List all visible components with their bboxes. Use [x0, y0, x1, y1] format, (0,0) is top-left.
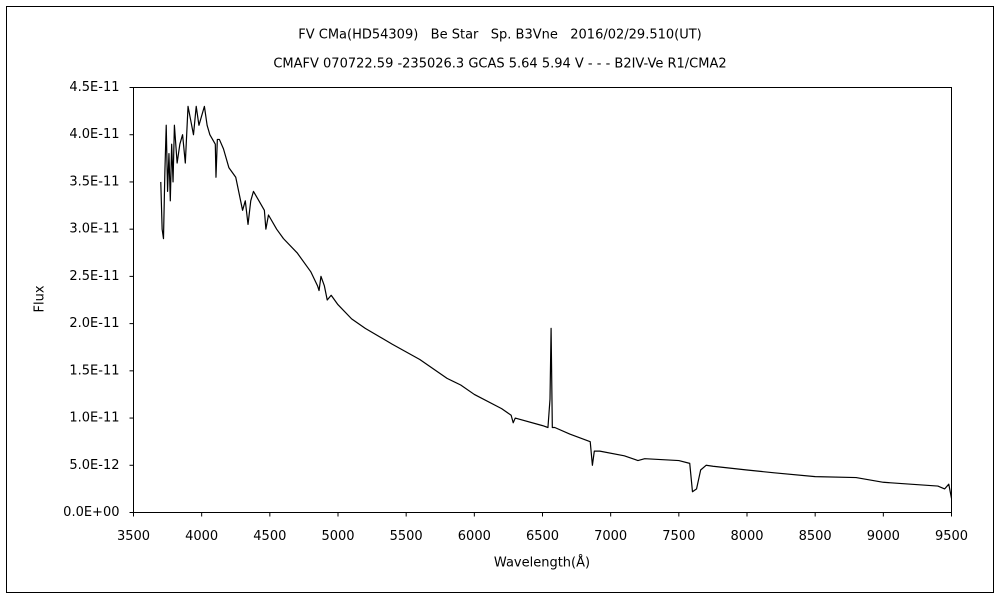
- x-tick-label: 9000: [867, 529, 900, 544]
- x-tick-label: 3500: [117, 529, 150, 544]
- y-tick-label: 0.0E+00: [63, 505, 119, 520]
- x-tick-label: 8500: [799, 529, 832, 544]
- x-tick-label: 5000: [321, 529, 354, 544]
- y-axis-label: Flux: [33, 285, 48, 312]
- y-tick-label: 1.5E-11: [69, 363, 119, 378]
- frame: [6, 6, 994, 593]
- y-tick-label: 4.0E-11: [69, 127, 119, 142]
- x-tick-label: 4000: [185, 529, 218, 544]
- y-tick-label: 5.0E-12: [69, 458, 119, 473]
- y-tick-label: 2.5E-11: [69, 269, 119, 284]
- x-tick-label: 4500: [253, 529, 286, 544]
- x-axis-label: Wavelength(Å): [494, 555, 590, 571]
- x-tick-label: 9500: [935, 529, 968, 544]
- y-tick-label: 1.0E-11: [69, 411, 119, 426]
- y-tick-label: 3.5E-11: [69, 174, 119, 189]
- x-tick-label: 6500: [526, 529, 559, 544]
- x-tick-label: 7000: [594, 529, 627, 544]
- chart-subtitle: CMAFV 070722.59 -235026.3 GCAS 5.64 5.94…: [273, 57, 726, 72]
- y-tick-label: 2.0E-11: [69, 316, 119, 331]
- y-tick-label: 3.0E-11: [69, 222, 119, 237]
- x-tick-label: 5500: [390, 529, 423, 544]
- x-tick-label: 7500: [662, 529, 695, 544]
- y-tick-label: 4.5E-11: [69, 80, 119, 95]
- chart-title: FV CMa(HD54309) Be Star Sp. B3Vne 2016/0…: [298, 28, 702, 43]
- x-tick-label: 8000: [730, 529, 763, 544]
- x-tick-label: 6000: [458, 529, 491, 544]
- spectrum-line: [160, 105, 953, 499]
